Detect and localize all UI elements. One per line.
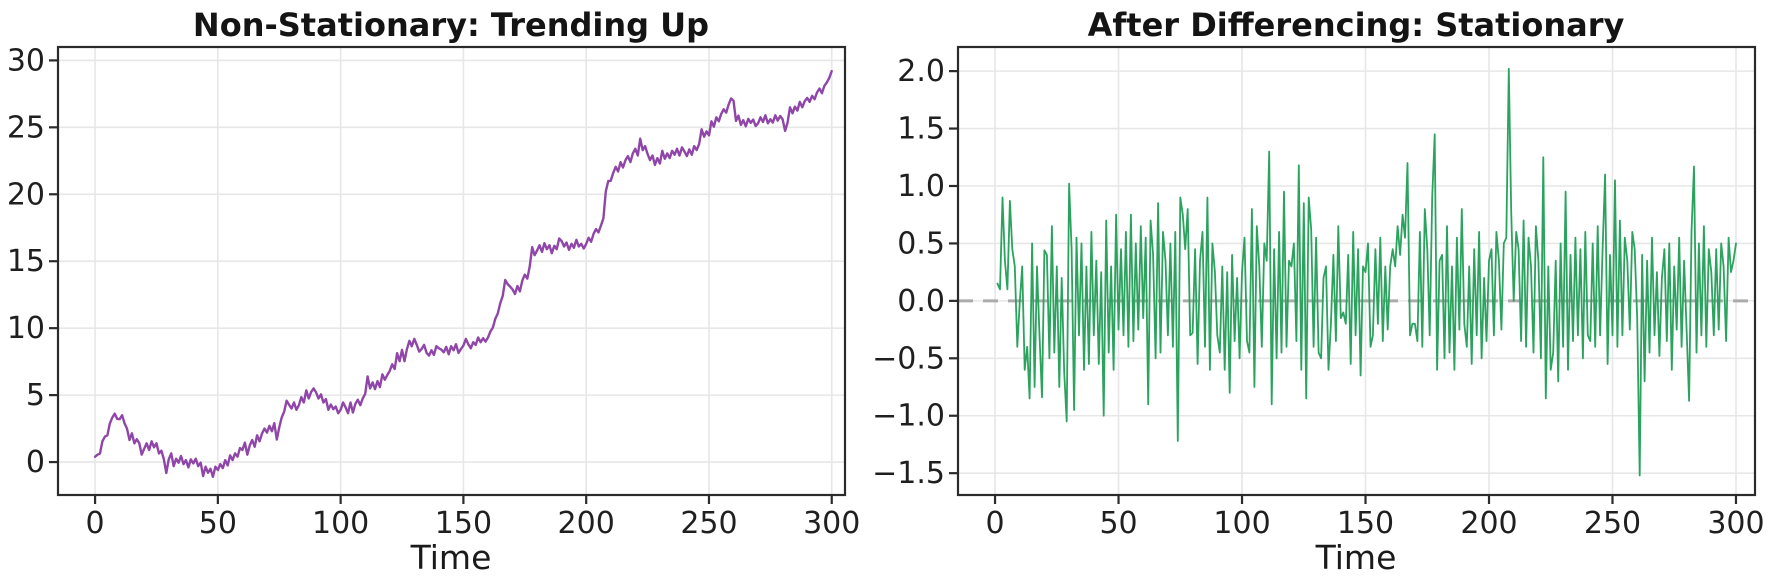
y-tick-label: 1.0 — [897, 169, 945, 204]
axes-spines — [56, 45, 847, 497]
y-tick-label: 5 — [26, 378, 45, 413]
y-tick-label: 2.0 — [897, 54, 945, 89]
x-tick-label: 150 — [1337, 506, 1394, 541]
y-tick-label: 0 — [26, 445, 45, 480]
y-tick-label: −0.5 — [872, 341, 945, 376]
y-tick-label: 0.0 — [897, 284, 945, 319]
x-tick-label: 200 — [558, 506, 615, 541]
y-tick-label: 0.5 — [897, 226, 945, 261]
x-tick-label: 300 — [1707, 506, 1764, 541]
right-chart-title: After Differencing: Stationary — [1088, 6, 1625, 44]
left-chart-title: Non-Stationary: Trending Up — [193, 6, 709, 44]
x-tick-label: 300 — [803, 506, 860, 541]
y-tick-label: 20 — [7, 177, 45, 212]
x-tick-label: 200 — [1460, 506, 1517, 541]
differenced-series-line — [996, 67, 1737, 477]
y-tick-label: −1.5 — [872, 456, 945, 491]
y-tick-label: −1.0 — [872, 399, 945, 434]
plot-area — [58, 47, 845, 495]
x-tick-label: 0 — [985, 506, 1004, 541]
x-tick-label: 150 — [435, 506, 492, 541]
x-tick-label: 50 — [199, 506, 237, 541]
y-tick-label: 1.5 — [897, 112, 945, 147]
trending-series-line — [93, 69, 833, 478]
x-tick-label: 250 — [680, 506, 737, 541]
right-x-axis-label: Time — [1315, 538, 1397, 577]
x-tick-label: 100 — [312, 506, 369, 541]
x-tick-label: 50 — [1099, 506, 1137, 541]
y-tick-label: 25 — [7, 110, 45, 145]
axes-spines — [956, 45, 1757, 497]
left-x-axis-label: Time — [410, 538, 492, 577]
y-tick-label: 15 — [7, 244, 45, 279]
y-tick-label: 30 — [7, 43, 45, 78]
y-tick-label: 10 — [7, 311, 45, 346]
x-tick-label: 250 — [1584, 506, 1641, 541]
x-tick-label: 0 — [86, 506, 105, 541]
x-tick-label: 100 — [1213, 506, 1270, 541]
